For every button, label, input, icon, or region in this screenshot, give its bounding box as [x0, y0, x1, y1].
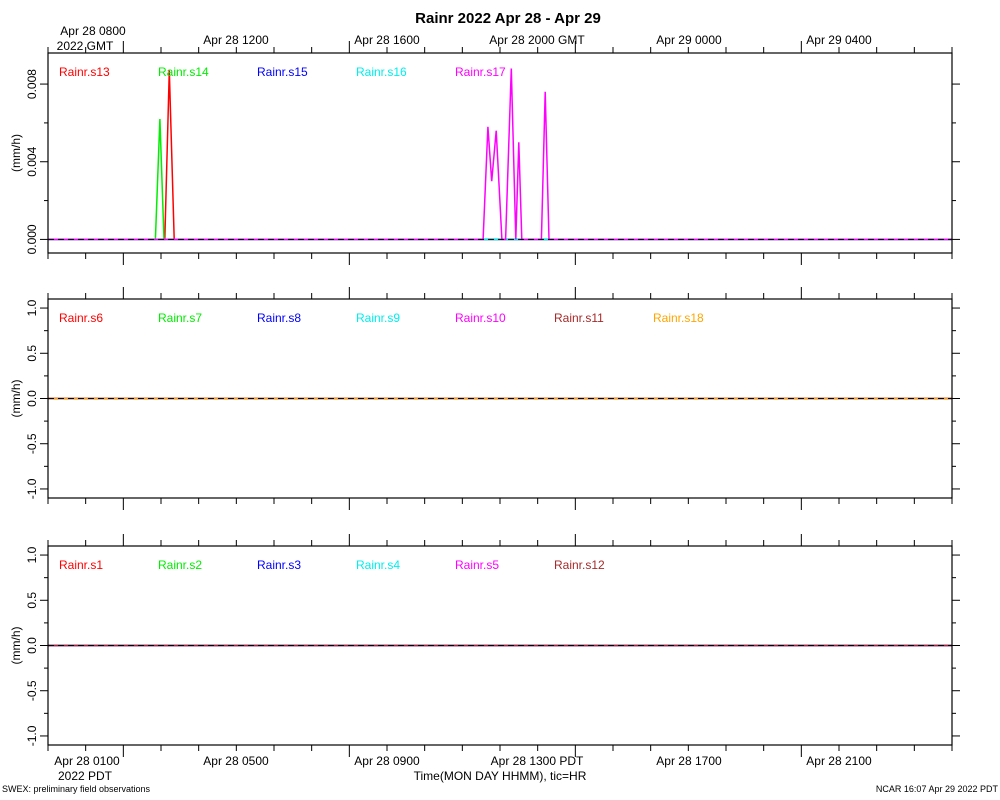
footer-right-note: NCAR 16:07 Apr 29 2022 PDT [876, 784, 999, 794]
top-axis-tick-label: Apr 29 0400 [806, 33, 872, 47]
legend-entry-Rainr.s7: Rainr.s7 [158, 311, 202, 325]
chart-title: Rainr 2022 Apr 28 - Apr 29 [415, 10, 601, 27]
legend-entry-Rainr.s5: Rainr.s5 [455, 558, 499, 572]
legend-entry-Rainr.s14: Rainr.s14 [158, 65, 209, 79]
y-axis-label: (mm/h) [9, 627, 23, 665]
y-tick-label: -1.0 [25, 725, 39, 746]
bottom-axis-tick-label: Apr 28 2100 [806, 754, 872, 768]
y-axis-label: (mm/h) [9, 134, 23, 172]
legend-entry-Rainr.s6: Rainr.s6 [59, 311, 103, 325]
legend-entry-Rainr.s1: Rainr.s1 [59, 558, 103, 572]
y-tick-label: -0.5 [25, 680, 39, 701]
top-axis-tick-label: Apr 28 1200 [203, 33, 269, 47]
legend-entry-Rainr.s8: Rainr.s8 [257, 311, 301, 325]
y-tick-label: -0.5 [25, 433, 39, 454]
series-line-Rainr.s17 [48, 68, 952, 241]
y-tick-label: 1.0 [25, 546, 39, 563]
y-tick-label: 0.0 [25, 390, 39, 407]
bottom-axis-tick-label: Apr 28 0900 [354, 754, 420, 768]
legend-entry-Rainr.s15: Rainr.s15 [257, 65, 308, 79]
bottom-axis-tick-label: Apr 28 1700 [656, 754, 722, 768]
y-axis-label: (mm/h) [9, 380, 23, 418]
legend-entry-Rainr.s17: Rainr.s17 [455, 65, 506, 79]
legend-entry-Rainr.s10: Rainr.s10 [455, 311, 506, 325]
top-axis-tick-label: Apr 29 0000 [656, 33, 722, 47]
legend-entry-Rainr.s12: Rainr.s12 [554, 558, 605, 572]
y-tick-label: 0.0 [25, 637, 39, 654]
chart-panel-3: -1.0 -0.5 0.0 0.5 1.0 (mm/h) Rainr.s1 Rainr.s2 R… [9, 534, 960, 757]
plot-frame [47, 298, 953, 499]
legend-entry-Rainr.s3: Rainr.s3 [257, 558, 301, 572]
bottom-axis-tick-label: Apr 28 0100 [54, 754, 120, 768]
top-axis-tick-label: Apr 28 2000 GMT [489, 33, 585, 47]
chart-panel-2: -1.0 -0.5 0.0 0.5 1.0 (mm/h) Rainr.s6 Rainr.s7 R… [9, 287, 960, 510]
legend-entry-Rainr.s13: Rainr.s13 [59, 65, 110, 79]
top-axis-sub-label: 2022 GMT [57, 39, 114, 53]
legend-entry-Rainr.s11: Rainr.s11 [554, 311, 604, 325]
y-tick-label: 0.5 [25, 345, 39, 362]
footer-left-note: SWEX: preliminary field observations [2, 784, 151, 794]
y-tick-label: -1.0 [25, 478, 39, 499]
series-line-Rainr.s14 [48, 118, 952, 241]
plot-frame [47, 52, 953, 254]
y-tick-label: 0.5 [25, 592, 39, 609]
legend-entry-Rainr.s18: Rainr.s18 [653, 311, 704, 325]
legend-entry-Rainr.s16: Rainr.s16 [356, 65, 407, 79]
bottom-axis-tick-label: Apr 28 0500 [203, 754, 269, 768]
legend-entry-Rainr.s2: Rainr.s2 [158, 558, 202, 572]
y-tick-label: 0.004 [25, 146, 39, 176]
y-tick-label: 0.008 [25, 69, 39, 99]
top-axis-tick-label: Apr 28 1600 [354, 33, 420, 47]
top-axis-tick-label: Apr 28 0800 [60, 24, 126, 38]
bottom-axis-sub-label: 2022 PDT [58, 769, 113, 783]
legend-entry-Rainr.s4: Rainr.s4 [356, 558, 400, 572]
x-axis-label: Time(MON DAY HHMM), tic=HR [414, 769, 587, 783]
plot-frame [47, 545, 953, 746]
legend-entry-Rainr.s9: Rainr.s9 [356, 311, 400, 325]
y-tick-label: 0.000 [25, 224, 39, 254]
chart-panel-1: 0.000 0.004 0.008 (mm/h) Rainr.s13 Rainr.s14 R… [9, 41, 960, 265]
y-tick-label: 1.0 [25, 299, 39, 316]
bottom-axis-tick-label: Apr 28 1300 PDT [491, 754, 584, 768]
